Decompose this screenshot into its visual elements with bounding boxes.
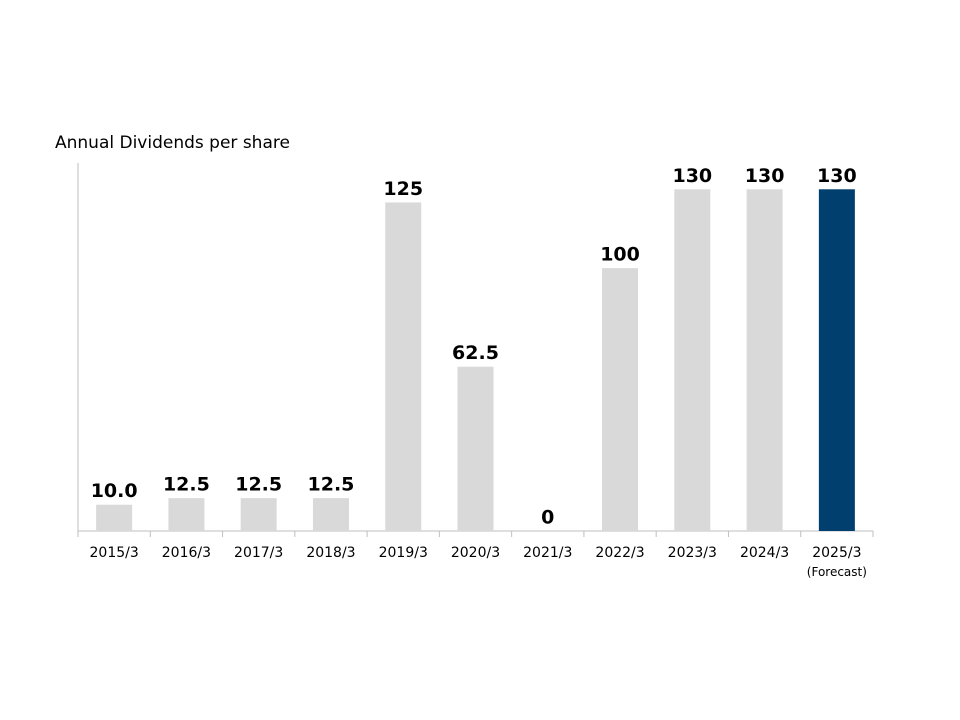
- data-label: 12.5: [163, 474, 210, 496]
- bar: [168, 498, 205, 531]
- x-tick-label: 2023/3: [668, 545, 717, 561]
- x-tick-label: 2022/3: [595, 545, 644, 561]
- bar: [385, 202, 422, 531]
- bar: [602, 268, 639, 531]
- x-tick-label: 2016/3: [162, 545, 211, 561]
- data-label: 130: [817, 165, 857, 187]
- x-tick-label: 2024/3: [740, 545, 789, 561]
- data-label: 12.5: [308, 474, 355, 496]
- bar: [674, 189, 711, 532]
- bar: [240, 498, 277, 531]
- data-label: 125: [383, 178, 423, 200]
- x-tick-label: 2021/3: [523, 545, 572, 561]
- x-tick-label: 2020/3: [451, 545, 500, 561]
- data-label: 10.0: [91, 480, 138, 502]
- bar: [457, 366, 494, 531]
- bar: [818, 189, 855, 532]
- data-label: 12.5: [235, 474, 282, 496]
- bar: [96, 504, 133, 531]
- x-tick-label: 2015/3: [90, 545, 139, 561]
- x-tick-label: 2018/3: [306, 545, 355, 561]
- x-tick-label: 2017/3: [234, 545, 283, 561]
- data-label: 130: [745, 165, 785, 187]
- chart-title: Annual Dividends per share: [55, 133, 290, 153]
- x-tick-label: 2019/3: [379, 545, 428, 561]
- x-tick-label: 2025/3 (Forecast): [807, 545, 867, 579]
- data-label: 0: [541, 507, 554, 529]
- bar: [312, 498, 349, 531]
- data-label: 100: [600, 244, 640, 266]
- data-label: 130: [672, 165, 712, 187]
- bar: [746, 189, 783, 532]
- data-label: 62.5: [452, 342, 499, 364]
